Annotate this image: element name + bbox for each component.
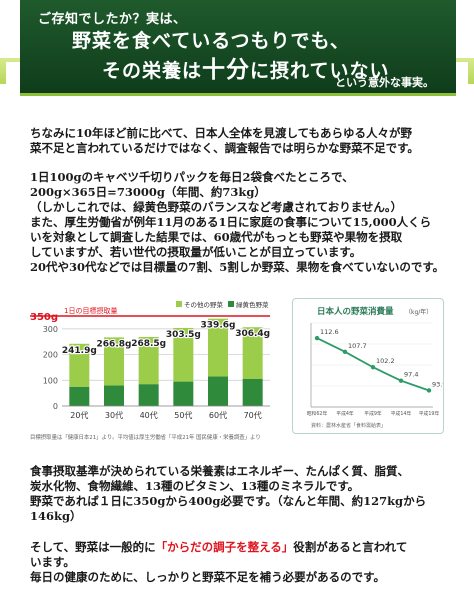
- consumption-value-label: 97.4: [404, 371, 418, 379]
- bar-green-yellow: [69, 386, 90, 406]
- bar-total-label: 266.8g: [97, 339, 132, 349]
- legend-label-other: その他の野菜: [184, 300, 224, 309]
- banner-headline-2: その栄養は十分に摂れていない: [102, 50, 389, 84]
- bar-y-tick-label: 300: [43, 325, 58, 334]
- survey-line: また、厚生労働省が例年11月のある1日に家庭の食事について15,000人くら: [30, 215, 432, 229]
- consumption-value-label: 93.9: [432, 380, 443, 388]
- banner-question: ご存知でしたか？実は、: [38, 12, 187, 27]
- bar-y-tick-label: 200: [43, 351, 58, 360]
- banner-headline-2-pre: その栄養は: [102, 60, 203, 82]
- bar-other: [173, 327, 194, 382]
- closing-line-1: そして、野菜は一般的に「からだの調子を整える」役割があると言われて: [30, 540, 454, 555]
- bar-x-tick-label: 40代: [140, 410, 158, 420]
- nutrient-paragraph: 食事摂取基準が決められている栄養素はエネルギー、たんぱく質、脂質、 炭水化物、食…: [30, 464, 454, 524]
- banner-headline-1: 野菜を食べているつもりでも、: [72, 30, 350, 52]
- consumption-point: [370, 365, 376, 370]
- consumption-point: [398, 378, 404, 383]
- line-x-tick-label: 平成19年: [419, 410, 440, 417]
- line-x-tick-label: 平成9年: [364, 410, 382, 417]
- consumption-point: [426, 388, 432, 393]
- consumption-line-chart: 日本人の野菜消費量 （kg/年） 112.6 昭和62年 107.7 平成4年 102.2 平…: [292, 298, 444, 434]
- line-x-tick-label: 平成4年: [336, 410, 354, 417]
- legend-label-green-yellow: 緑黄色野菜: [236, 300, 269, 309]
- bar-total-label: 339.6g: [201, 321, 236, 331]
- line-chart-unit: （kg/年）: [405, 308, 432, 316]
- nutrient-line: 食事摂取基準が決められている栄養素はエネルギー、たんぱく質、脂質、: [30, 464, 410, 478]
- survey-paragraph: 1日100gのキャベツ千切りパックを毎日2袋食べたところで、 200g×365日…: [30, 170, 454, 275]
- consumption-value-label: 102.2: [376, 357, 395, 365]
- closing-paragraph: そして、野菜は一般的に「からだの調子を整える」役割があると言われて います。 毎…: [30, 540, 454, 585]
- bar-other: [69, 343, 90, 387]
- bar-green-yellow: [104, 385, 124, 406]
- closing-line-3: 毎日の健康のために、しっかりと野菜不足を補う必要があるのです。: [30, 570, 386, 584]
- legend-swatch-other: [176, 301, 182, 307]
- intake-bar-chart: 0 100 200 300 350g 1日の目標摂取量 その他の野菜 緑黄色野菜 241.9g 2…: [30, 296, 280, 446]
- bar-total-label: 303.5g: [166, 330, 201, 340]
- nutrient-line: 146kg）: [30, 509, 82, 523]
- bar-x-tick-label: 70代: [244, 410, 262, 420]
- bar-x-tick-label: 20代: [70, 410, 88, 420]
- line-x-tick-label: 平成14年: [391, 410, 412, 417]
- bar-green-yellow: [242, 379, 263, 406]
- bar-x-tick-label: 30代: [105, 410, 123, 420]
- line-source-note: 資料：農林水産省「食料需給表」: [311, 422, 386, 429]
- bar-total-label: 306.4g: [235, 329, 270, 339]
- banner-subline: という意外な事実。: [335, 76, 434, 89]
- nutrient-line: 炭水化物、食物繊維、13種のビタミン、13種のミネラルです。: [30, 479, 360, 493]
- line-chart-title: 日本人の野菜消費量: [317, 306, 394, 317]
- target-value-label: 350g: [30, 312, 58, 323]
- closing-line-2: います。: [30, 555, 75, 569]
- legend-swatch-green-yellow: [228, 301, 234, 307]
- intro-line: 菜不足と言われているだけではなく、調査報告では明らかな野菜不足です。: [30, 141, 419, 155]
- survey-line: していますが、若い世代の摂取量が低いことが目立っています。: [30, 245, 362, 259]
- nutrient-line: 野菜であれば１日に350gから400g必要です。（なんと年間、約127kgから: [30, 494, 427, 508]
- bar-x-tick-label: 60代: [209, 410, 227, 420]
- survey-line: 200g×365日=73000g（年間、約73kg）: [30, 185, 266, 199]
- survey-line: 1日100gのキャベツ千切りパックを毎日2袋食べたところで、: [30, 170, 354, 184]
- bar-total-label: 268.5g: [131, 339, 166, 349]
- bar-y-tick-label: 100: [43, 376, 58, 385]
- consumption-point: [342, 349, 348, 355]
- bar-other: [208, 318, 228, 377]
- line-x-tick-label: 昭和62年: [307, 410, 328, 417]
- banner-headline-2-post: に摂れていない: [250, 60, 390, 82]
- closing-emphasis: 「からだの調子を整える」: [155, 540, 294, 554]
- consumption-point: [314, 335, 320, 341]
- bar-y-tick-label: 0: [53, 402, 58, 411]
- bar-green-yellow: [138, 384, 159, 406]
- survey-line: 20代や30代などでは目標量の7割、5割しか野菜、果物を食べていないのです。: [30, 260, 445, 274]
- survey-line: （しかしこれでは、緑黄色野菜のバランスなど考慮されておりません。）: [30, 200, 403, 214]
- bar-other: [242, 327, 263, 379]
- headline-banner: ご存知でしたか？実は、 野菜を食べているつもりでも、 その栄養は十分に摂れていな…: [20, 0, 456, 96]
- intro-paragraph: ちなみに10年ほど前に比べて、日本人全体を見渡してもあらゆる人々が野 菜不足と言…: [30, 126, 454, 156]
- consumption-series-line: [316, 337, 430, 392]
- closing-text: そして、野菜は一般的に: [30, 540, 156, 554]
- bar-green-yellow: [173, 381, 194, 406]
- bar-x-tick-label: 50代: [174, 410, 192, 420]
- consumption-line-chart-svg: 日本人の野菜消費量 （kg/年） 112.6 昭和62年 107.7 平成4年 102.2 平…: [307, 306, 443, 429]
- target-label: 1日の目標摂取量: [64, 306, 117, 315]
- bar-other: [138, 336, 159, 385]
- closing-text: 役割があると言われて: [293, 540, 408, 554]
- bar-source-note: 目標摂取量は「健康日本21」より。平均値は厚生労働省「平成21年 国民健康・栄養…: [30, 433, 261, 441]
- intro-line: ちなみに10年ほど前に比べて、日本人全体を見渡してもあらゆる人々が野: [30, 126, 413, 140]
- consumption-value-label: 107.7: [348, 342, 367, 350]
- bar-total-label: 241.9g: [62, 346, 97, 356]
- survey-line: いを対象として調査した結果では、60歳代がもっとも野菜や果物を摂取: [30, 230, 403, 244]
- banner-notch-left: [6, 62, 20, 84]
- bar-green-yellow: [208, 376, 228, 406]
- consumption-value-label: 112.6: [320, 328, 339, 336]
- bar-other: [104, 337, 124, 386]
- banner-headline-2-emphasis: 十分: [202, 56, 251, 83]
- banner-notch-right: [454, 62, 468, 84]
